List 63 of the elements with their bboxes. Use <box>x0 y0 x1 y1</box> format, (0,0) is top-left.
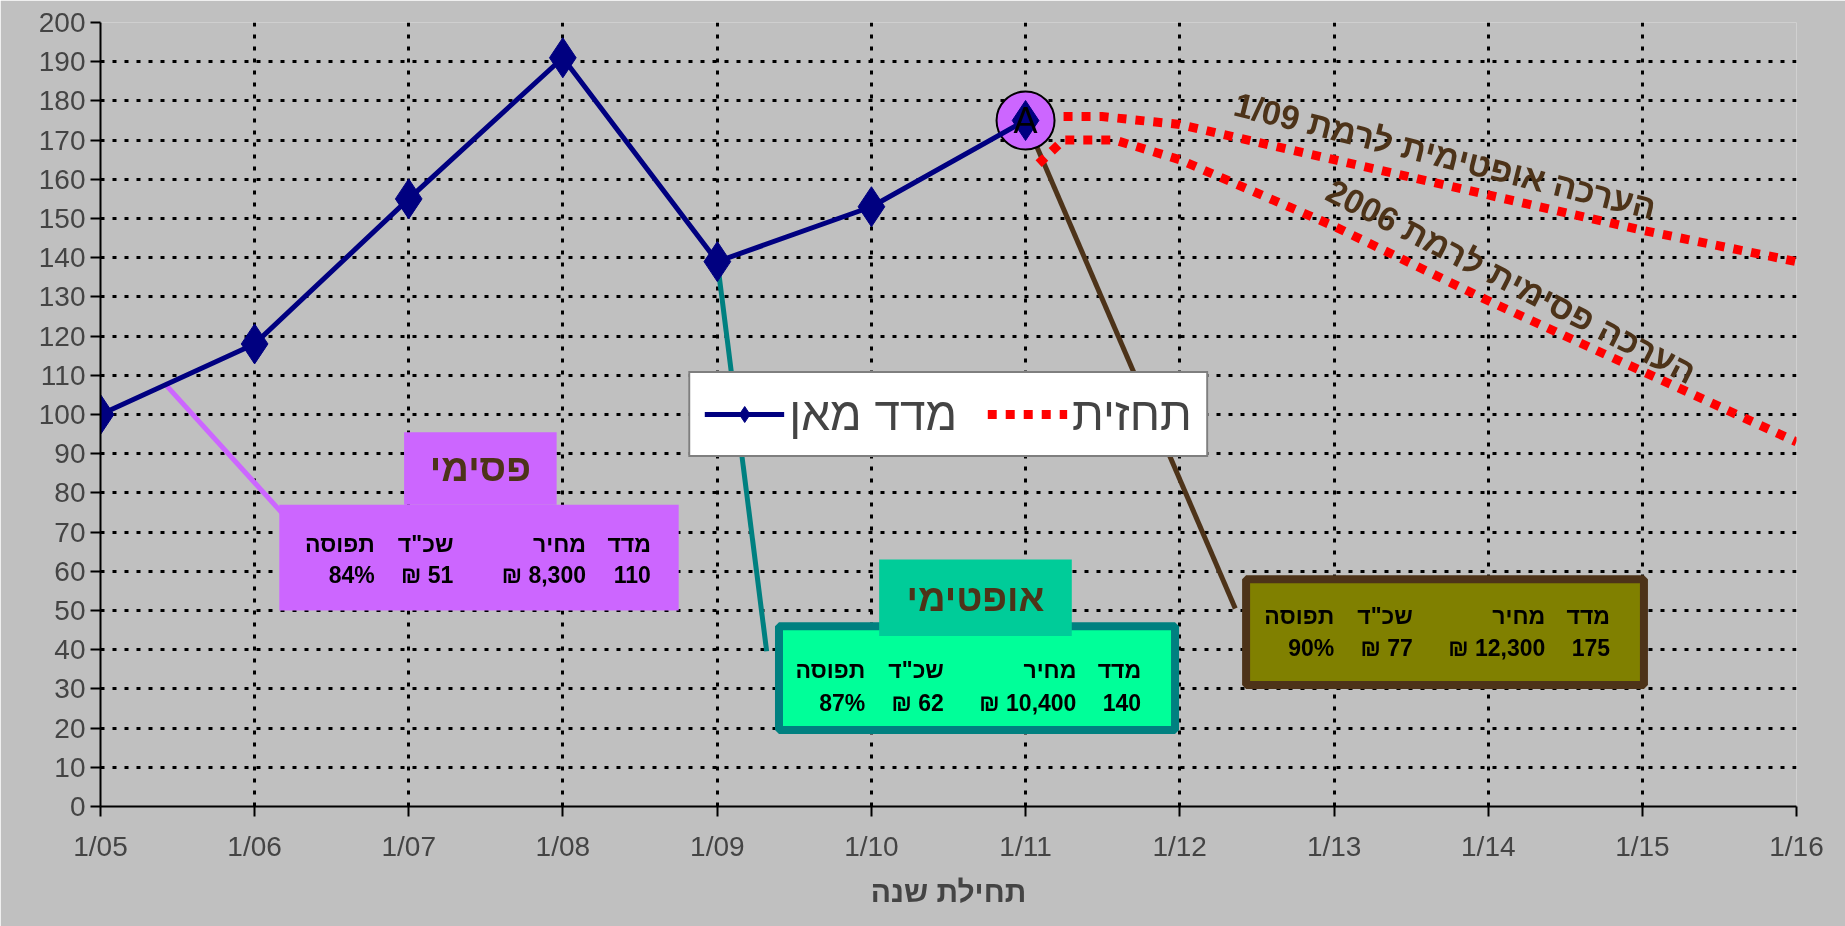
annotation: 62 ₪ <box>891 690 944 717</box>
annotation: תפוסה <box>795 657 866 684</box>
x-tick-label: 1/11 <box>999 830 1052 862</box>
annotation: 77 ₪ <box>1360 634 1413 661</box>
annotation: A <box>1013 100 1038 141</box>
x-tick-label: 1/13 <box>1306 830 1362 862</box>
x-tick-label: 1/06 <box>227 830 282 862</box>
x-tick-label: 1/12 <box>1152 830 1207 862</box>
y-tick-label: 70 <box>54 516 86 548</box>
y-tick-label: 40 <box>54 634 86 666</box>
x-axis-title: תחילת שנה <box>870 874 1027 908</box>
annotation: פסימי <box>429 447 531 490</box>
x-tick-label: 1/09 <box>690 830 745 862</box>
annotation: מחיר <box>533 530 586 557</box>
y-tick-label: 60 <box>54 555 86 587</box>
y-tick-label: 30 <box>54 673 86 705</box>
y-tick-label: 10 <box>54 751 86 783</box>
annotation: תפוסה <box>1264 602 1335 629</box>
legend-label: תחזית <box>1072 387 1192 441</box>
annotation: 10,400 ₪ <box>979 690 1077 717</box>
annotation: מחיר <box>1492 602 1546 629</box>
y-tick-label: 110 <box>40 359 86 391</box>
y-tick-label: 80 <box>54 477 86 509</box>
legend-label: מדד מאן <box>789 387 958 441</box>
annotation: 175 <box>1571 634 1611 661</box>
y-tick-label: 50 <box>54 595 86 626</box>
y-tick-label: 130 <box>38 281 86 313</box>
x-tick-label: 1/07 <box>381 830 436 862</box>
x-tick-label: 1/08 <box>535 830 591 862</box>
y-tick-label: 140 <box>38 242 86 274</box>
annotation: 84% <box>328 562 375 589</box>
y-tick-label: 150 <box>38 203 86 234</box>
annotation: תפוסה <box>304 530 375 557</box>
annotation: אופטימי <box>906 576 1045 619</box>
annotation: 90% <box>1288 634 1335 661</box>
annotation: מדד <box>1097 657 1142 684</box>
annotation: שכ"ד <box>1357 602 1413 629</box>
annotation: 8,300 ₪ <box>501 562 586 589</box>
annotation: 51 ₪ <box>401 562 454 589</box>
y-tick-label: 90 <box>54 438 86 470</box>
y-tick-label: 20 <box>54 712 86 744</box>
x-tick-label: 1/15 <box>1615 830 1670 862</box>
x-tick-label: 1/14 <box>1461 830 1516 862</box>
y-tick-label: 100 <box>38 399 86 430</box>
annotation: שכ"ד <box>397 530 454 557</box>
annotation: 140 <box>1102 690 1142 717</box>
x-tick-label: 1/05 <box>73 830 128 862</box>
x-tick-label: 1/16 <box>1769 830 1824 862</box>
annotation: 110 <box>613 562 651 589</box>
annotation: שכ"ד <box>888 657 944 684</box>
annotation: מדד <box>607 530 651 557</box>
y-tick-label: 190 <box>38 46 86 78</box>
y-tick-label: 120 <box>38 320 86 352</box>
x-tick-label: 1/10 <box>844 830 899 862</box>
y-tick-label: 170 <box>38 124 86 156</box>
y-tick-label: 200 <box>38 7 86 38</box>
annotation: מדד <box>1566 602 1611 629</box>
y-tick-label: 0 <box>69 791 86 822</box>
annotation: 87% <box>819 690 866 717</box>
annotation: מחיר <box>1023 657 1077 684</box>
y-tick-label: 160 <box>38 163 86 195</box>
annotation: 12,300 ₪ <box>1448 634 1546 661</box>
y-tick-label: 180 <box>38 85 86 117</box>
